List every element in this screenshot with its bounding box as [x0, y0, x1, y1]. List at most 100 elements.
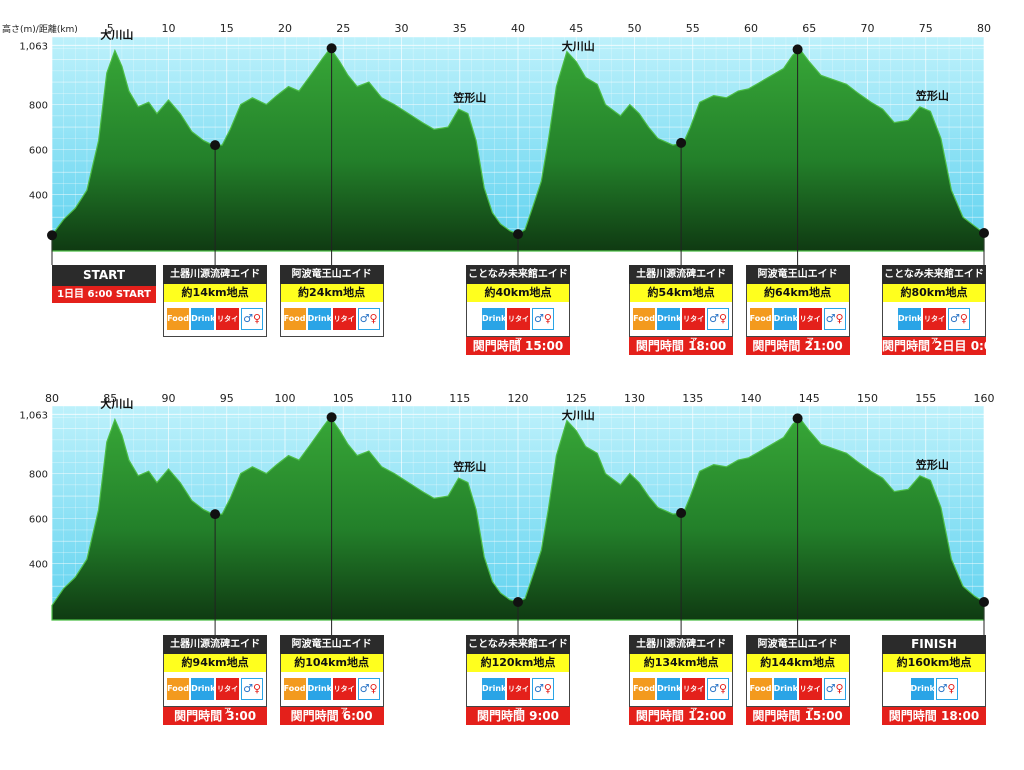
y-tick-label: 800 — [29, 470, 48, 481]
wc-icon: ♂♀ — [532, 678, 554, 700]
chart-panel-2: 80 85 90 95 100 105 110 115 120 125 130 135 140 145 15… — [19, 392, 995, 621]
aid-station-cutoff: 関門時間 3:00 — [163, 707, 268, 725]
food-icon: Food — [633, 678, 656, 700]
aid-station-distance: 約120km地点 — [466, 654, 570, 672]
drink-icon: Drink — [773, 308, 798, 330]
aid-station-cutoff: 関門時間 9:00 — [466, 707, 570, 725]
aid-station-cutoff: 1日目 6:00 START — [52, 286, 156, 303]
x-tick-label: 70 — [861, 22, 875, 35]
retire-icon: リタイア — [216, 308, 240, 345]
aid-station-distance: 約144km地点 — [745, 654, 850, 672]
aid-station-card: 土器川源流碑エイド約94km地点FoodDrinkリタイア♂♀関門時間 3:00 — [163, 635, 268, 725]
wc-icon: ♂♀ — [823, 678, 846, 700]
drink-icon: Drink — [898, 308, 922, 330]
aid-station-marker — [326, 412, 337, 423]
x-tick-label: 95 — [220, 392, 234, 405]
aid-station-distance: 約80km地点 — [882, 284, 986, 302]
x-tick-label: 40 — [511, 22, 525, 35]
food-icon: Food — [167, 308, 190, 330]
aid-station-marker — [210, 509, 221, 520]
drink-icon: Drink — [773, 678, 798, 700]
wc-icon: ♂♀ — [707, 678, 730, 700]
x-tick-label: 120 — [508, 392, 529, 405]
aid-station-card: 阿波竜王山エイド 約24km地点 Food Drink リタイア ♂♀ — [279, 265, 384, 345]
aid-station-name: ことなみ未来館エイド — [466, 635, 570, 654]
x-tick-label: 80 — [45, 392, 59, 405]
y-tick-label: 600 — [29, 146, 48, 157]
retire-icon: リタイア — [332, 308, 356, 345]
x-tick-label: 50 — [628, 22, 642, 35]
aid-station-marker — [979, 596, 989, 607]
drink-icon: Drink — [482, 308, 506, 330]
wc-icon: ♂♀ — [532, 308, 554, 330]
wc-icon: ♂♀ — [935, 678, 958, 700]
aid-station-cutoff: 関門時間 18:00 — [882, 707, 986, 725]
aid-station-card: 阿波竜王山エイド約144km地点FoodDrinkリタイア♂♀関門時間 15:0… — [745, 635, 850, 725]
aid-station-marker — [513, 229, 523, 240]
aid-station-services: Drink ♂♀ — [882, 672, 986, 707]
aid-station-cutoff: 関門時間 21:00 — [745, 337, 850, 355]
aid-station-cutoff: 関門時間 2日目 0:00 — [882, 337, 1001, 355]
y-tick-label: 1,063 — [19, 41, 48, 52]
aid-station-card: 阿波竜王山エイド約104km地点FoodDrinkリタイア♂♀関門時間 6:00 — [279, 635, 384, 725]
x-tick-label: 75 — [919, 22, 933, 35]
drink-icon: Drink — [482, 678, 506, 700]
y-tick-label: 400 — [29, 191, 48, 202]
food-icon: Food — [283, 678, 306, 700]
aid-station-card: 土器川源流碑エイド 約14km地点 Food Drink リタイア ♂♀ — [163, 265, 268, 345]
x-tick-label: 45 — [569, 22, 583, 35]
wc-icon: ♂♀ — [948, 308, 970, 330]
x-tick-label: 15 — [220, 22, 234, 35]
drink-icon: Drink — [307, 678, 332, 700]
peak-label: 笠形山 — [452, 460, 486, 474]
retire-icon: リタイア — [682, 308, 706, 345]
aid-station-card: START 1日目 6:00 START — [52, 265, 156, 303]
retire-icon: リタイア — [507, 678, 530, 715]
aid-station-distance: 約24km地点 — [279, 284, 384, 302]
aid-station-marker — [676, 137, 687, 148]
y-tick-label: 1,063 — [19, 410, 48, 421]
x-tick-label: 35 — [453, 22, 467, 35]
x-tick-label: 20 — [278, 22, 292, 35]
aid-station-card: ことなみ未来館エイド約40km地点Drinkリタイア♂♀関門時間 15:00 — [466, 265, 570, 355]
drink-icon: Drink — [910, 678, 935, 700]
aid-station-cutoff: 関門時間 15:00 — [745, 707, 850, 725]
aid-station-card: 土器川源流碑エイド約54km地点FoodDrinkリタイア♂♀関門時間 18:0… — [629, 265, 734, 355]
aid-station-name: 土器川源流碑エイド — [163, 265, 268, 284]
aid-station-cutoff: 関門時間 12:00 — [629, 707, 734, 725]
aid-station-cutoff: 関門時間 18:00 — [629, 337, 734, 355]
aid-station-marker — [326, 43, 337, 54]
aid-station-marker — [676, 508, 687, 518]
x-tick-label: 60 — [744, 22, 758, 35]
x-tick-label: 155 — [915, 392, 936, 405]
y-axis-label: 高さ(m)/距離(km) — [2, 23, 78, 35]
retire-icon: リタイア — [798, 678, 822, 715]
food-icon: Food — [167, 678, 190, 700]
x-tick-label: 5 — [107, 22, 114, 35]
peak-label: 笠形山 — [915, 88, 949, 102]
aid-station-card: ことなみ未来館エイド約80km地点Drinkリタイア♂♀関門時間 2日目 0:0… — [882, 265, 1001, 355]
retire-icon: リタイア — [216, 678, 240, 715]
aid-station-name: 阿波竜王山エイド — [279, 635, 384, 654]
x-tick-label: 130 — [624, 392, 645, 405]
y-tick-label: 400 — [29, 560, 48, 571]
aid-station-card: 阿波竜王山エイド約64km地点FoodDrinkリタイア♂♀関門時間 21:00 — [745, 265, 850, 355]
x-tick-label: 25 — [336, 22, 350, 35]
x-tick-label: 135 — [682, 392, 703, 405]
aid-station-name: 土器川源流碑エイド — [163, 635, 268, 654]
aid-station-marker — [210, 140, 221, 151]
aid-station-marker — [979, 227, 989, 238]
peak-label: 大川山 — [562, 39, 595, 53]
aid-station-name: 阿波竜王山エイド — [745, 265, 850, 284]
drink-icon: Drink — [191, 678, 215, 700]
aid-station-card: 土器川源流碑エイド約134km地点FoodDrinkリタイア♂♀関門時間 12:… — [629, 635, 734, 725]
wc-icon: ♂♀ — [357, 678, 380, 700]
x-tick-label: 115 — [449, 392, 470, 405]
